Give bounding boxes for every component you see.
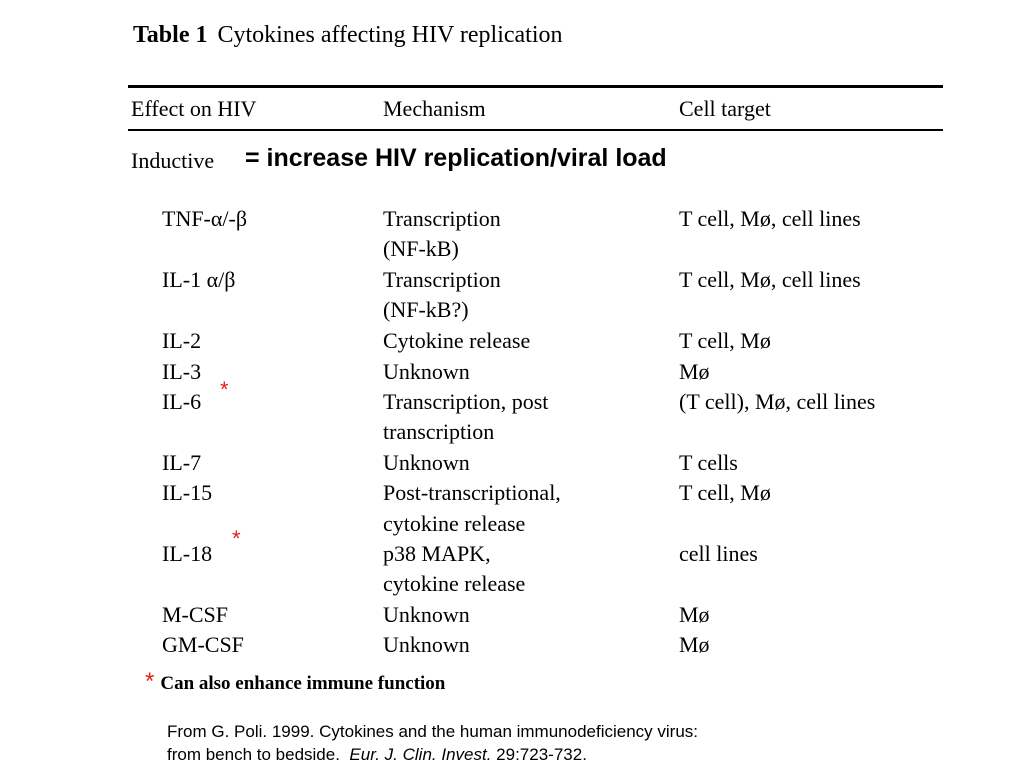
table-caption: Table 1 Cytokines affecting HIV replicati…: [133, 22, 563, 49]
footnote-text: Can also enhance immune function: [160, 673, 446, 694]
cell-target: T cell, Mø: [679, 480, 771, 505]
cell-target: T cell, Mø, cell lines: [679, 267, 861, 292]
mechanism-line: transcription: [383, 419, 495, 444]
top-rule: [128, 85, 943, 88]
mechanism-line: (NF-kB?): [383, 297, 469, 322]
mechanism-line: Unknown: [383, 602, 470, 627]
mechanism-line: (NF-kB): [383, 236, 459, 261]
table-number: Table 1: [133, 22, 208, 48]
cell-target: Mø: [679, 632, 710, 657]
header-mechanism: Mechanism: [383, 96, 486, 121]
cell-target: T cells: [679, 450, 738, 475]
cytokine-name: IL-6: [162, 389, 202, 414]
citation-reference: 29:723-732.: [496, 745, 587, 764]
citation-text: from bench to bedside.: [167, 745, 340, 764]
citation: From G. Poli. 1999. Cytokines and the hu…: [167, 720, 698, 766]
cytokine-name: IL-2: [162, 328, 202, 353]
cytokine-name: TNF-α/-β: [162, 206, 248, 231]
mechanism-line: Unknown: [383, 359, 470, 384]
citation-journal: Eur. J. Clin. Invest.: [349, 745, 492, 764]
cell-target: T cell, Mø, cell lines: [679, 206, 861, 231]
cytokine-name: IL-7: [162, 450, 202, 475]
mechanism-line: Unknown: [383, 632, 470, 657]
footnote: * Can also enhance immune function: [145, 668, 445, 696]
cytokine-name: IL-1 α/β: [162, 267, 236, 292]
red-asterisk: *: [232, 526, 241, 551]
cytokine-name: IL-18: [162, 541, 213, 566]
section-note: = increase HIV replication/viral load: [245, 144, 667, 172]
header-cell-target: Cell target: [679, 96, 771, 121]
citation-line-1: From G. Poli. 1999. Cytokines and the hu…: [167, 722, 699, 741]
mechanism-line: Transcription: [383, 267, 501, 292]
red-asterisk: *: [220, 377, 229, 402]
cytokine-name: M-CSF: [162, 602, 229, 627]
mechanism-line: Transcription, post: [383, 389, 549, 414]
mechanism-line: Post-transcriptional,: [383, 480, 561, 505]
mechanism-line: Unknown: [383, 450, 470, 475]
cell-target: (T cell), Mø, cell lines: [679, 389, 876, 414]
mechanism-line: Cytokine release: [383, 328, 531, 353]
mechanism-line: Transcription: [383, 206, 501, 231]
header-effect: Effect on HIV: [131, 96, 257, 121]
cell-target: T cell, Mø: [679, 328, 771, 353]
cytokine-name: IL-3: [162, 359, 202, 384]
section-label-inductive: Inductive: [131, 148, 215, 173]
cell-target: Mø: [679, 359, 710, 384]
header-rule: [128, 129, 943, 131]
cell-target: cell lines: [679, 541, 758, 566]
table-title: Cytokines affecting HIV replication: [217, 22, 563, 48]
citation-line-2: from bench to bedside. Eur. J. Clin. Inv…: [167, 743, 698, 766]
mechanism-line: cytokine release: [383, 511, 526, 536]
mechanism-line: cytokine release: [383, 571, 526, 596]
mechanism-line: p38 MAPK,: [383, 541, 491, 566]
cytokine-name: IL-15: [162, 480, 213, 505]
cytokine-name: GM-CSF: [162, 632, 244, 657]
footnote-asterisk: *: [145, 668, 155, 695]
cell-target: Mø: [679, 602, 710, 627]
